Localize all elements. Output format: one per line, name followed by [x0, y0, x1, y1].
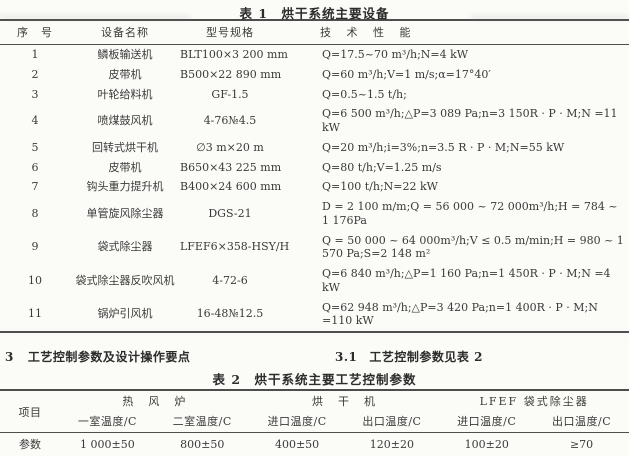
- cell-equipment-name: 皮带机: [70, 158, 180, 178]
- sub-header: 进口温度/C: [439, 411, 534, 433]
- cell-equipment-name: 回转式烘干机: [70, 138, 180, 158]
- cell-equipment-name: 锅炉引风机: [70, 298, 180, 333]
- cell-equipment-name: 袋式除尘器: [70, 231, 180, 265]
- table2-sub-header-row: 一室温度/C 二室温度/C 进口温度/C 出口温度/C 进口温度/C 出口温度/…: [0, 411, 629, 433]
- table-row: 3 叶轮给料机 GF-1.5 Q=0.5~1.5 t/h;: [0, 85, 629, 105]
- cell-spec: Q=17.5~70 m³/h;N=4 kW: [280, 45, 629, 65]
- cell-serial: 10: [0, 264, 70, 298]
- table-row: 1 鳞板输送机 BLT100×3 200 mm Q=17.5~70 m³/h;N…: [0, 45, 629, 65]
- table-row: 8 单管旋风除尘器 DGS-21 D = 2 100 m/m;Q = 56 00…: [0, 197, 629, 231]
- cell-serial: 7: [0, 177, 70, 197]
- cell-value: 1 000±50: [60, 433, 155, 456]
- cell-spec: Q=80 t/h;V=1.25 m/s: [280, 158, 629, 178]
- group-header-dryer: 烘 干 机: [250, 390, 440, 411]
- cell-value: 400±50: [250, 433, 345, 456]
- cell-model: B500×22 890 mm: [180, 65, 280, 85]
- table2-group-header-row: 项目 热 风 炉 烘 干 机 LFEF 袋式除尘器: [0, 390, 629, 411]
- cell-equipment-name: 单管旋风除尘器: [70, 197, 180, 231]
- col-header-equipment: 设备名称: [70, 20, 180, 45]
- table1-header-row: 序 号 设备名称 型号规格 技 术 性 能: [0, 20, 629, 45]
- cell-spec: Q=62 948 m³/h;△P=3 420 Pa;n=1 400R · P ·…: [280, 298, 629, 333]
- cell-serial: 1: [0, 45, 70, 65]
- col-header-serial: 序 号: [0, 20, 70, 45]
- cell-equipment-name: 钩头重力提升机: [70, 177, 180, 197]
- table-row: 参数 1 000±50 800±50 400±50 120±20 100±20 …: [0, 433, 629, 456]
- cell-model: DGS-21: [180, 197, 280, 231]
- cell-spec: Q=6 840 m³/h;△P=1 160 Pa;n=1 450R · P · …: [280, 264, 629, 298]
- cell-model: GF-1.5: [180, 85, 280, 105]
- section-number: 3: [5, 350, 14, 364]
- cell-value: 120±20: [344, 433, 439, 456]
- cell-serial: 2: [0, 65, 70, 85]
- col-header-model: 型号规格: [180, 20, 280, 45]
- table1-title: 表 1 烘干系统主要设备: [0, 0, 629, 19]
- cell-serial: 4: [0, 104, 70, 138]
- cell-equipment-name: 袋式除尘器反吹风机: [70, 264, 180, 298]
- cell-value: ≥70: [534, 433, 629, 456]
- cell-equipment-name: 喷煤鼓风机: [70, 104, 180, 138]
- cell-spec: D = 2 100 m/m;Q = 56 000 ~ 72 000m³/h;H …: [280, 197, 629, 231]
- section-title: 工艺控制参数及设计操作要点: [28, 350, 191, 364]
- cell-serial: 9: [0, 231, 70, 265]
- sub-header: 一室温度/C: [60, 411, 155, 433]
- sub-header: 出口温度/C: [344, 411, 439, 433]
- cell-model: B400×24 600 mm: [180, 177, 280, 197]
- cell-model: 4-76№4.5: [180, 104, 280, 138]
- cell-model: LFEF6×358-HSY/H: [180, 231, 280, 265]
- section-heading-3-1: 3.1 工艺控制参数见表 2: [335, 348, 483, 365]
- cell-equipment-name: 叶轮给料机: [70, 85, 180, 105]
- subsection-title: 工艺控制参数见表 2: [369, 350, 483, 364]
- table-row: 7 钩头重力提升机 B400×24 600 mm Q=100 t/h;N=22 …: [0, 177, 629, 197]
- cell-value: 100±20: [439, 433, 534, 456]
- cell-spec: Q=60 m³/h;V=1 m/s;α=17°40′: [280, 65, 629, 85]
- cell-spec: Q=0.5~1.5 t/h;: [280, 85, 629, 105]
- process-parameters-table: 项目 热 风 炉 烘 干 机 LFEF 袋式除尘器 一室温度/C 二室温度/C …: [0, 389, 629, 456]
- group-header-hot-blast-stove: 热 风 炉: [60, 390, 250, 411]
- cell-value: 800±50: [155, 433, 250, 456]
- cell-model: B650×43 225 mm: [180, 158, 280, 178]
- cell-spec: Q = 50 000 ~ 64 000m³/h;V ≤ 0.5 m/min;H …: [280, 231, 629, 265]
- table2-title: 表 2 烘干系统主要工艺控制参数: [0, 367, 629, 385]
- table-row: 10 袋式除尘器反吹风机 4-72-6 Q=6 840 m³/h;△P=1 16…: [0, 264, 629, 298]
- table-row: 2 皮带机 B500×22 890 mm Q=60 m³/h;V=1 m/s;α…: [0, 65, 629, 85]
- subsection-number: 3.1: [335, 350, 357, 364]
- row-label: 参数: [0, 433, 60, 456]
- section-headings: 3 工艺控制参数及设计操作要点 3.1 工艺控制参数见表 2: [0, 345, 629, 367]
- cell-model: 4-72-6: [180, 264, 280, 298]
- sub-header: 进口温度/C: [250, 411, 345, 433]
- equipment-table: 序 号 设备名称 型号规格 技 术 性 能 1 鳞板输送机 BLT100×3 2…: [0, 19, 629, 333]
- col-header-spec: 技 术 性 能: [280, 20, 629, 45]
- cell-spec: Q=6 500 m³/h;△P=3 089 Pa;n=3 150R · P · …: [280, 104, 629, 138]
- cell-spec: Q=20 m³/h;i=3%;n=3.5 R · P · M;N=55 kW: [280, 138, 629, 158]
- cell-serial: 8: [0, 197, 70, 231]
- cell-serial: 6: [0, 158, 70, 178]
- cell-serial: 3: [0, 85, 70, 105]
- cell-equipment-name: 鳞板输送机: [70, 45, 180, 65]
- sub-header: 二室温度/C: [155, 411, 250, 433]
- table-row: 9 袋式除尘器 LFEF6×358-HSY/H Q = 50 000 ~ 64 …: [0, 231, 629, 265]
- group-header-lfef-baghouse: LFEF 袋式除尘器: [439, 390, 629, 411]
- cell-spec: Q=100 t/h;N=22 kW: [280, 177, 629, 197]
- cell-serial: 11: [0, 298, 70, 333]
- cell-model: 16-48№12.5: [180, 298, 280, 333]
- cell-equipment-name: 皮带机: [70, 65, 180, 85]
- cell-model: ∅3 m×20 m: [180, 138, 280, 158]
- table-row: 4 喷煤鼓风机 4-76№4.5 Q=6 500 m³/h;△P=3 089 P…: [0, 104, 629, 138]
- table-row: 5 回转式烘干机 ∅3 m×20 m Q=20 m³/h;i=3%;n=3.5 …: [0, 138, 629, 158]
- col-header-item: 项目: [0, 390, 60, 433]
- table-row: 11 锅炉引风机 16-48№12.5 Q=62 948 m³/h;△P=3 4…: [0, 298, 629, 333]
- cell-serial: 5: [0, 138, 70, 158]
- section-heading-3: 3 工艺控制参数及设计操作要点: [5, 348, 190, 365]
- sub-header: 出口温度/C: [534, 411, 629, 433]
- cell-model: BLT100×3 200 mm: [180, 45, 280, 65]
- table-row: 6 皮带机 B650×43 225 mm Q=80 t/h;V=1.25 m/s: [0, 158, 629, 178]
